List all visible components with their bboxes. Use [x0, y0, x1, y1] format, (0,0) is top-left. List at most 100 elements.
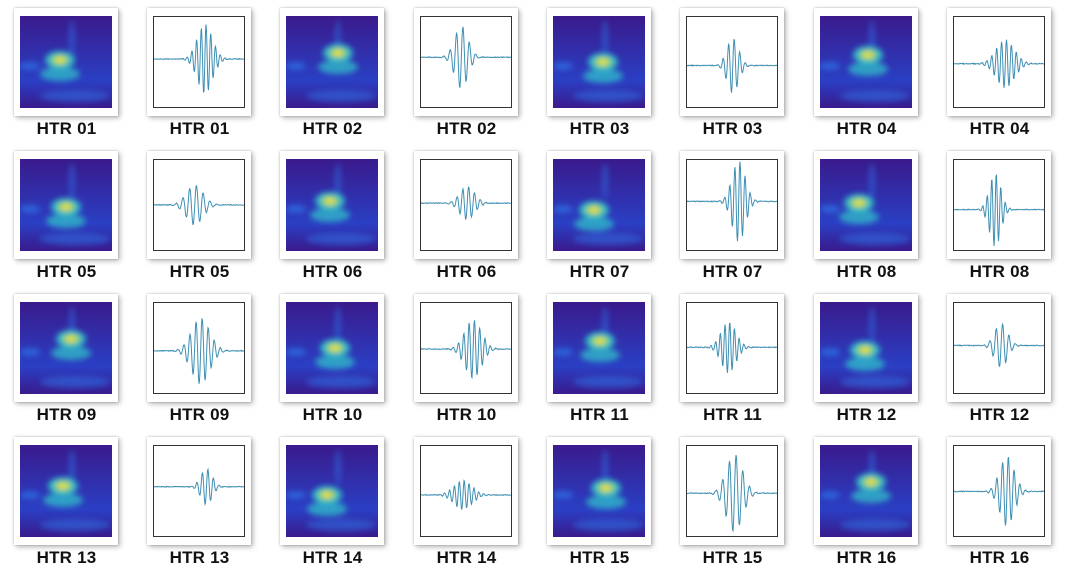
waveform-plot — [147, 8, 251, 116]
scalogram-heatmap — [553, 302, 645, 394]
waveform-signal — [686, 159, 778, 251]
panel-label: HTR 13 — [169, 548, 230, 567]
waveform-signal — [953, 16, 1045, 108]
scalogram-image — [14, 8, 118, 116]
panel-label: HTR 08 — [836, 262, 897, 281]
waveform-signal — [420, 16, 512, 108]
scalogram-image — [814, 8, 918, 116]
waveform-signal — [953, 159, 1045, 251]
scalogram-panel: HTR 06 — [266, 143, 399, 286]
panel-label: HTR 16 — [836, 548, 897, 567]
panel-label: HTR 09 — [36, 405, 97, 424]
waveform-panel: HTR 06 — [400, 143, 533, 286]
waveform-plot — [680, 8, 784, 116]
panel-label: HTR 06 — [436, 262, 497, 281]
panel-label: HTR 12 — [836, 405, 897, 424]
waveform-signal — [420, 445, 512, 537]
scalogram-image — [547, 294, 651, 402]
panel-label: HTR 15 — [569, 548, 630, 567]
scalogram-heatmap — [20, 445, 112, 537]
panel-label: HTR 14 — [436, 548, 497, 567]
waveform-plot — [947, 294, 1051, 402]
waveform-panel: HTR 04 — [933, 0, 1066, 143]
panel-label: HTR 09 — [169, 405, 230, 424]
scalogram-heatmap — [820, 445, 912, 537]
scalogram-image — [547, 437, 651, 545]
panel-label: HTR 13 — [36, 548, 97, 567]
waveform-signal — [153, 159, 245, 251]
scalogram-heatmap — [286, 445, 378, 537]
waveform-panel: HTR 16 — [933, 429, 1066, 572]
scalogram-image — [547, 8, 651, 116]
scalogram-image — [280, 8, 384, 116]
scalogram-heatmap — [820, 16, 912, 108]
waveform-plot — [947, 151, 1051, 259]
panel-label: HTR 16 — [969, 548, 1030, 567]
waveform-plot — [414, 437, 518, 545]
scalogram-heatmap — [553, 159, 645, 251]
waveform-signal — [153, 445, 245, 537]
panel-label: HTR 11 — [703, 405, 762, 424]
waveform-panel: HTR 15 — [666, 429, 799, 572]
panel-label: HTR 05 — [169, 262, 230, 281]
scalogram-image — [814, 151, 918, 259]
waveform-signal — [153, 16, 245, 108]
scalogram-heatmap — [20, 302, 112, 394]
scalogram-panel: HTR 11 — [533, 286, 666, 429]
scalogram-heatmap — [553, 445, 645, 537]
panel-label: HTR 11 — [570, 405, 629, 424]
waveform-panel: HTR 09 — [133, 286, 266, 429]
scalogram-heatmap — [553, 16, 645, 108]
panel-label: HTR 02 — [302, 119, 363, 138]
scalogram-image — [280, 294, 384, 402]
panel-label: HTR 06 — [302, 262, 363, 281]
scalogram-image — [14, 294, 118, 402]
panel-label: HTR 05 — [36, 262, 97, 281]
scalogram-image — [280, 437, 384, 545]
waveform-signal — [953, 302, 1045, 394]
scalogram-panel: HTR 07 — [533, 143, 666, 286]
panel-label: HTR 04 — [836, 119, 897, 138]
waveform-plot — [414, 294, 518, 402]
waveform-signal — [686, 16, 778, 108]
panel-label: HTR 14 — [302, 548, 363, 567]
scalogram-panel: HTR 14 — [266, 429, 399, 572]
waveform-signal — [686, 302, 778, 394]
scalogram-panel: HTR 10 — [266, 286, 399, 429]
waveform-panel: HTR 01 — [133, 0, 266, 143]
waveform-panel: HTR 05 — [133, 143, 266, 286]
waveform-plot — [680, 437, 784, 545]
waveform-panel: HTR 03 — [666, 0, 799, 143]
scalogram-panel: HTR 08 — [800, 143, 933, 286]
waveform-plot — [947, 437, 1051, 545]
scalogram-panel: HTR 01 — [0, 0, 133, 143]
waveform-plot — [147, 294, 251, 402]
scalogram-panel: HTR 03 — [533, 0, 666, 143]
scalogram-image — [814, 437, 918, 545]
panel-label: HTR 15 — [702, 548, 763, 567]
panel-label: HTR 07 — [702, 262, 763, 281]
waveform-panel: HTR 12 — [933, 286, 1066, 429]
waveform-panel: HTR 14 — [400, 429, 533, 572]
scalogram-panel: HTR 13 — [0, 429, 133, 572]
scalogram-panel: HTR 04 — [800, 0, 933, 143]
panel-label: HTR 01 — [36, 119, 97, 138]
scalogram-heatmap — [286, 16, 378, 108]
scalogram-panel: HTR 15 — [533, 429, 666, 572]
scalogram-panel: HTR 16 — [800, 429, 933, 572]
waveform-plot — [147, 437, 251, 545]
panel-label: HTR 01 — [169, 119, 230, 138]
panel-label: HTR 10 — [302, 405, 363, 424]
panel-label: HTR 10 — [436, 405, 497, 424]
scalogram-image — [14, 151, 118, 259]
panel-label: HTR 04 — [969, 119, 1030, 138]
scalogram-image — [280, 151, 384, 259]
scalogram-image — [14, 437, 118, 545]
scalogram-panel: HTR 09 — [0, 286, 133, 429]
scalogram-panel: HTR 05 — [0, 143, 133, 286]
panel-label: HTR 07 — [569, 262, 630, 281]
waveform-plot — [147, 151, 251, 259]
waveform-panel: HTR 07 — [666, 143, 799, 286]
waveform-signal — [686, 445, 778, 537]
waveform-panel: HTR 11 — [666, 286, 799, 429]
